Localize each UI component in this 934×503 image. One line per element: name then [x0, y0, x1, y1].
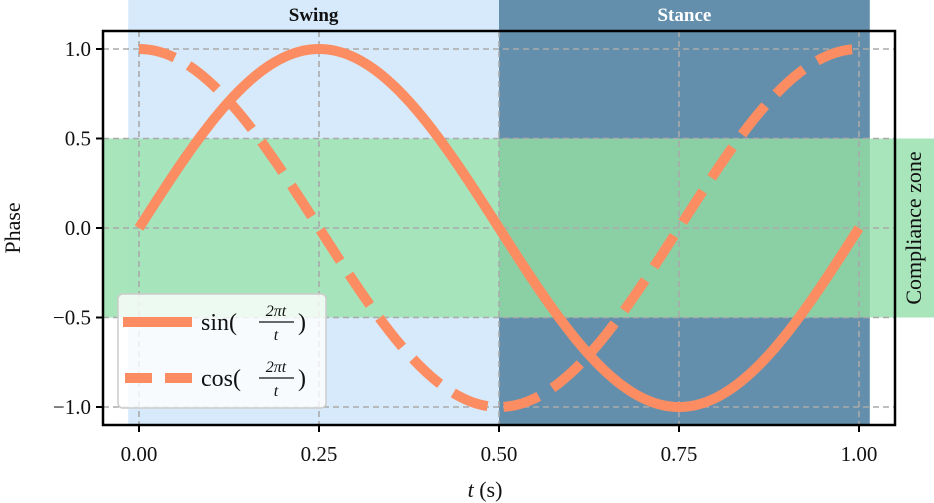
grid-lines: [103, 31, 895, 425]
legend-sin-entry-close: ): [298, 310, 306, 336]
x-tick-label: 0.75: [661, 442, 698, 466]
legend: sin( 2πt t) cos( 2πt t): [117, 293, 327, 409]
x-axis-label: t (s): [468, 477, 503, 502]
legend-cos-entry-den: t: [274, 383, 279, 400]
y-tick-label: 0.5: [65, 127, 91, 151]
legend-sin-entry-den: t: [274, 327, 279, 344]
y-tick-label: 1.0: [65, 37, 91, 61]
x-tick-label: 0.00: [121, 442, 158, 466]
legend-cos-entry: cos( 2πt t): [201, 359, 306, 400]
x-tick-label: 0.25: [301, 442, 338, 466]
legend-cos-entry-fn: cos(: [201, 366, 241, 392]
y-axis-label: Phase: [0, 202, 25, 253]
legend-cos-entry-close: ): [298, 366, 306, 392]
legend-sin-entry: sin( 2πt t): [201, 303, 306, 344]
legend-cos-entry-num: 2πt: [266, 359, 287, 376]
stance-label: Stance: [657, 5, 711, 26]
y-tick-label: 0.0: [65, 216, 91, 240]
x-tick-label: 1.00: [841, 442, 878, 466]
sin-curve: [134, 43, 864, 413]
swing-label: Swing: [289, 5, 339, 26]
compliance-label: Compliance zone: [901, 151, 926, 304]
y-tick-label: −1.0: [53, 395, 91, 419]
legend-sin-entry-fn: sin(: [201, 310, 237, 336]
legend-sin-entry-num: 2πt: [266, 303, 287, 320]
x-tick-label: 0.50: [481, 442, 518, 466]
y-tick-label: −0.5: [53, 306, 91, 330]
